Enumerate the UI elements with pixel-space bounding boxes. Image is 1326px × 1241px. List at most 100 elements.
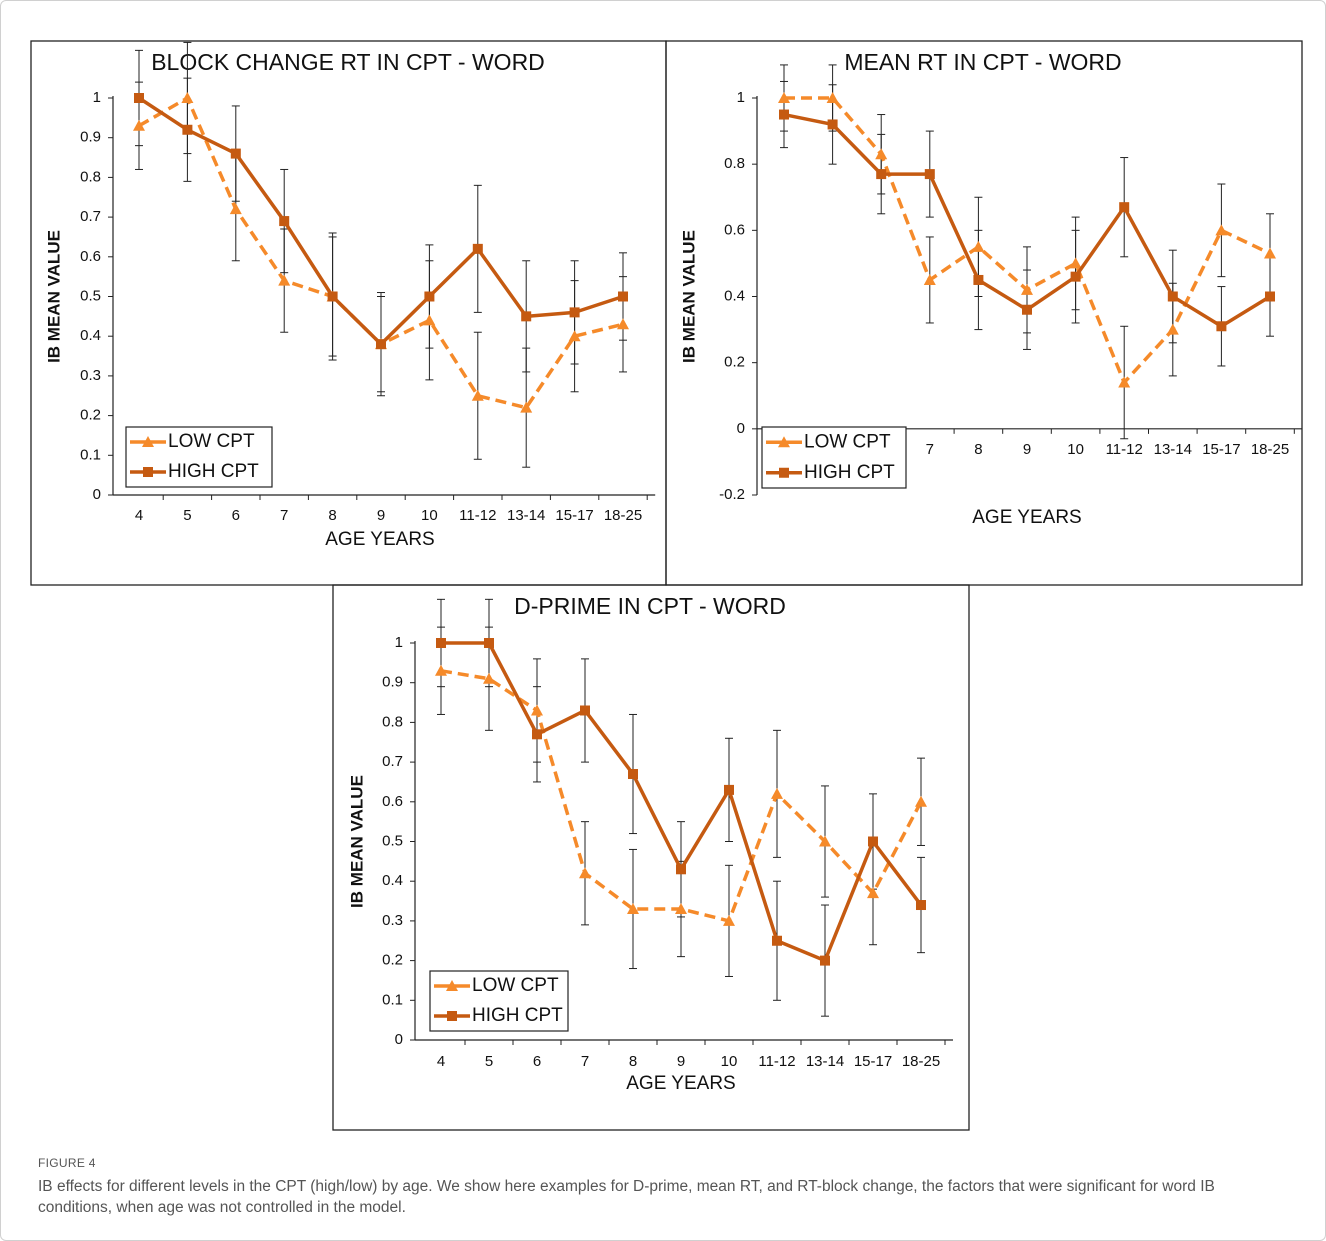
chart-frame <box>665 40 1303 586</box>
y-axis-label: IB MEAN VALUE <box>347 775 366 908</box>
chart: D-PRIME IN CPT - WORD IB MEAN VALUE AGE YE… <box>332 584 970 1131</box>
chart-title: D-PRIME IN CPT - WORD <box>514 593 786 619</box>
marker <box>531 704 543 716</box>
marker <box>675 902 687 914</box>
x-tick-label: 18-25 <box>902 1053 940 1070</box>
x-axis-label: AGE YEARS <box>325 529 434 550</box>
marker <box>973 274 984 285</box>
y-tick-label: 1 <box>93 89 101 106</box>
x-axis-label: AGE YEARS <box>626 1073 735 1094</box>
x-tick-label: 13-14 <box>806 1053 844 1070</box>
marker <box>771 787 783 799</box>
chart-frame <box>332 584 970 1131</box>
x-tick-label: 7 <box>581 1053 589 1070</box>
marker <box>532 729 542 740</box>
marker <box>1118 376 1131 388</box>
legend-box <box>761 426 907 489</box>
y-tick-label: 0.7 <box>382 753 403 770</box>
x-tick-label: 6 <box>232 507 240 524</box>
marker <box>133 119 145 131</box>
marker <box>1166 323 1179 335</box>
legend-label: LOW CPT <box>804 431 891 452</box>
marker <box>923 273 936 285</box>
x-tick-label: 10 <box>721 1053 738 1070</box>
marker <box>447 1011 457 1021</box>
marker <box>182 124 193 135</box>
marker <box>1021 283 1033 295</box>
marker <box>278 274 291 286</box>
marker <box>230 148 241 159</box>
figure-label: FIGURE 4 <box>38 1156 96 1170</box>
y-tick-label: 0.6 <box>382 793 403 810</box>
figure-caption: IB effects for different levels in the C… <box>38 1178 1215 1216</box>
legend-label: LOW CPT <box>168 431 255 452</box>
marker <box>446 980 458 991</box>
y-tick-label: 1 <box>395 634 403 651</box>
marker <box>915 795 927 807</box>
y-tick-label: 1 <box>737 89 745 106</box>
marker <box>580 705 590 716</box>
chart: BLOCK CHANGE RT IN CPT - WORD IB MEAN VAL… <box>30 40 667 586</box>
marker <box>279 216 290 227</box>
marker <box>1264 247 1276 259</box>
x-tick-label: 13-14 <box>507 507 545 524</box>
y-axis-label: IB MEAN VALUE <box>679 230 698 363</box>
marker <box>723 914 735 926</box>
x-tick-label: 9 <box>377 507 385 524</box>
marker <box>521 311 532 322</box>
marker <box>628 769 638 780</box>
y-tick-label: 0.6 <box>80 248 101 265</box>
marker <box>1070 271 1081 282</box>
x-tick-label: 8 <box>629 1053 637 1070</box>
marker <box>1022 304 1032 315</box>
y-tick-label: 0 <box>93 486 101 503</box>
y-tick-label: 0.1 <box>80 446 101 463</box>
chart-title: MEAN RT IN CPT - WORD <box>844 49 1121 75</box>
marker <box>520 401 533 413</box>
marker <box>1216 321 1227 332</box>
marker <box>435 664 447 676</box>
y-tick-label: 0.1 <box>382 991 403 1008</box>
figure: BLOCK CHANGE RT IN CPT - WORD IB MEAN VAL… <box>30 40 1303 1131</box>
marker <box>143 467 153 477</box>
marker <box>867 887 879 899</box>
marker <box>423 314 436 326</box>
marker <box>868 836 878 847</box>
x-tick-label: 5 <box>485 1053 493 1070</box>
x-tick-label: 11-12 <box>459 507 496 524</box>
marker <box>1215 224 1228 236</box>
y-tick-label: 0.6 <box>724 221 745 238</box>
y-tick-label: 0.4 <box>80 327 101 344</box>
chart: MEAN RT IN CPT - WORD IB MEAN VALUE AGE YE… <box>665 40 1303 586</box>
y-tick-label: 0.8 <box>724 155 745 172</box>
y-tick-label: 0.5 <box>382 832 403 849</box>
marker <box>676 864 686 875</box>
legend-label: HIGH CPT <box>804 462 895 483</box>
y-tick-label: -0.2 <box>719 486 745 503</box>
x-tick-label: 4 <box>135 507 143 524</box>
marker <box>779 467 789 478</box>
marker <box>875 148 888 160</box>
y-tick-label: 0 <box>737 420 745 437</box>
x-tick-label: 6 <box>533 1053 541 1070</box>
y-tick-label: 0.9 <box>382 674 403 691</box>
marker <box>483 672 495 684</box>
x-tick-label: 8 <box>974 441 982 458</box>
x-tick-label: 15-17 <box>1202 441 1240 458</box>
y-tick-label: 0.9 <box>80 129 101 146</box>
marker <box>779 109 789 120</box>
marker <box>916 900 926 911</box>
marker <box>568 330 581 342</box>
marker <box>819 835 831 847</box>
x-tick-label: 10 <box>1067 441 1084 458</box>
marker <box>1167 291 1178 302</box>
marker <box>617 318 629 330</box>
marker <box>772 935 782 946</box>
marker <box>876 169 887 180</box>
marker <box>181 92 194 103</box>
marker <box>627 902 639 914</box>
y-tick-label: 0.3 <box>80 367 101 384</box>
marker <box>724 784 734 795</box>
marker <box>472 243 483 254</box>
